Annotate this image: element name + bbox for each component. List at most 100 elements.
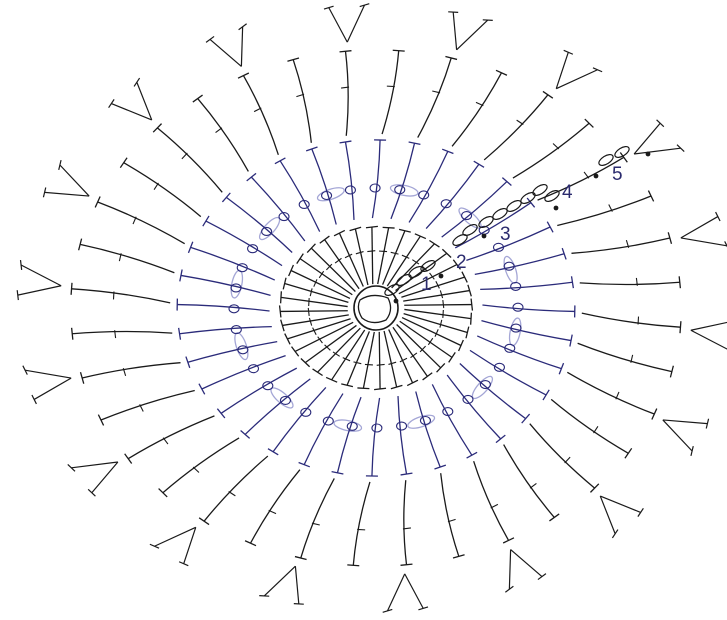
stitch-r3-top bbox=[400, 472, 413, 476]
magic-ring-outer bbox=[353, 285, 399, 331]
stitch-r5-left bbox=[600, 495, 641, 513]
stitch-r5-top-right bbox=[359, 3, 370, 8]
stitch-r2 bbox=[310, 247, 356, 292]
stitch-r3-top bbox=[298, 461, 311, 468]
stitch-r4-top bbox=[192, 94, 203, 103]
stitch-r4-top bbox=[339, 50, 352, 53]
stitch-r4-top bbox=[584, 118, 594, 128]
stitch-r4-bar bbox=[181, 152, 188, 160]
stitch-r3-loop bbox=[504, 343, 516, 353]
stitch-r2-bar bbox=[434, 329, 439, 337]
stitch-r2 bbox=[399, 320, 453, 358]
stitch-r3-loop bbox=[279, 395, 291, 405]
stitch-r4 bbox=[81, 362, 181, 379]
stitch-r3-top bbox=[561, 247, 567, 260]
stitch-r2 bbox=[403, 289, 470, 302]
stitch-r2-top bbox=[349, 226, 362, 232]
stitch-r2-top bbox=[278, 305, 282, 318]
stitch-r3-loop bbox=[261, 226, 273, 237]
stitch-r2-top bbox=[280, 319, 285, 332]
stitch-r2 bbox=[371, 227, 374, 285]
stitch-r4-top bbox=[198, 517, 210, 526]
stitch-r5-right bbox=[386, 573, 406, 612]
stitch-r3-top bbox=[177, 327, 182, 340]
stitch-r4-top bbox=[400, 563, 413, 566]
slip-stitch-dot bbox=[481, 233, 487, 239]
stitch-r4-bar bbox=[114, 330, 117, 339]
stitch-r2-top bbox=[306, 243, 316, 254]
stitch-r3-loop bbox=[396, 421, 408, 431]
stitch-r4-top bbox=[79, 372, 85, 384]
round-2-chain-loops bbox=[230, 184, 522, 432]
stitch-r5-top-right bbox=[690, 446, 694, 457]
stitch-r3 bbox=[431, 384, 473, 456]
stitch-r3-top bbox=[216, 408, 226, 419]
stitch-r4-top bbox=[70, 327, 74, 340]
stitch-r4-top bbox=[152, 123, 163, 133]
stitch-r5-left bbox=[690, 321, 727, 331]
stitch-r5-top-right bbox=[133, 77, 141, 87]
stitch-r4-top bbox=[647, 190, 655, 202]
stitch-r3-loop bbox=[236, 263, 248, 273]
stitch-r4-top bbox=[679, 321, 682, 334]
stitch-r5-left bbox=[510, 549, 543, 578]
stitch-r3 bbox=[474, 253, 565, 276]
stitch-r3 bbox=[371, 140, 381, 219]
stitch-r2 bbox=[388, 329, 414, 384]
stitch-r3-loop bbox=[371, 423, 383, 433]
stitch-r3 bbox=[187, 340, 278, 363]
stitch-r3-top bbox=[521, 413, 531, 424]
stitch-r2 bbox=[377, 227, 390, 285]
stitch-r2-bar bbox=[399, 357, 408, 363]
stitch-r5-top-right bbox=[482, 19, 493, 21]
stitch-r4 bbox=[156, 127, 223, 193]
stitch-r4-top bbox=[244, 540, 257, 547]
stitch-r4-bar bbox=[162, 437, 169, 445]
stitch-r5-top-left bbox=[637, 507, 644, 517]
stitch-r3-top bbox=[441, 148, 454, 155]
stitch-r2 bbox=[398, 263, 458, 295]
stitch-r3-top bbox=[542, 389, 550, 401]
stitch-r2 bbox=[284, 282, 349, 304]
stitch-r4 bbox=[529, 423, 596, 489]
chain-stitch bbox=[408, 265, 424, 279]
chain-loop bbox=[508, 317, 522, 347]
stitch-r2-bar bbox=[421, 265, 428, 272]
stitch-r2 bbox=[324, 239, 360, 290]
stitch-r2-top bbox=[365, 225, 378, 229]
stitch-r2-top bbox=[279, 291, 282, 304]
stitch-r2-bar bbox=[318, 270, 325, 279]
stitch-r3-loop bbox=[321, 190, 333, 201]
stitch-r5-right bbox=[634, 147, 681, 155]
stitch-r4 bbox=[203, 455, 269, 522]
stitch-r3 bbox=[190, 246, 276, 281]
stitch-r5-left bbox=[111, 103, 152, 121]
stitch-r2-bar bbox=[410, 352, 418, 359]
stitch-r5-right bbox=[240, 26, 244, 67]
stitch-r4-bar bbox=[215, 127, 223, 133]
stitch-r3-top bbox=[495, 434, 506, 444]
stitch-r4-bar bbox=[583, 171, 590, 179]
stitch-r4-bar bbox=[311, 522, 320, 526]
stitch-r3-loop bbox=[346, 421, 358, 431]
stitch-r4-bar bbox=[253, 107, 262, 113]
chain-loop bbox=[333, 419, 363, 432]
stitch-r5-right bbox=[59, 164, 90, 197]
stitch-r4-bar bbox=[341, 86, 350, 89]
stitch-r2-top bbox=[374, 387, 387, 391]
stitch-r3 bbox=[179, 325, 272, 335]
stitch-r2 bbox=[392, 326, 428, 377]
stitch-r5-top-left bbox=[705, 418, 710, 429]
stitch-r3-loop bbox=[344, 185, 356, 195]
stitch-r4 bbox=[381, 50, 400, 135]
stitch-r2 bbox=[354, 228, 369, 286]
stitch-r5-top-left bbox=[42, 187, 47, 198]
stitch-r2 bbox=[383, 330, 398, 388]
stitch-r4-top bbox=[287, 57, 300, 62]
stitch-r2-top bbox=[312, 368, 323, 377]
stitch-r2 bbox=[280, 296, 348, 308]
stitch-r3 bbox=[177, 303, 270, 312]
stitch-r4 bbox=[566, 371, 655, 415]
stitch-r3-top bbox=[240, 430, 251, 439]
stitch-r2-bar bbox=[390, 251, 399, 255]
